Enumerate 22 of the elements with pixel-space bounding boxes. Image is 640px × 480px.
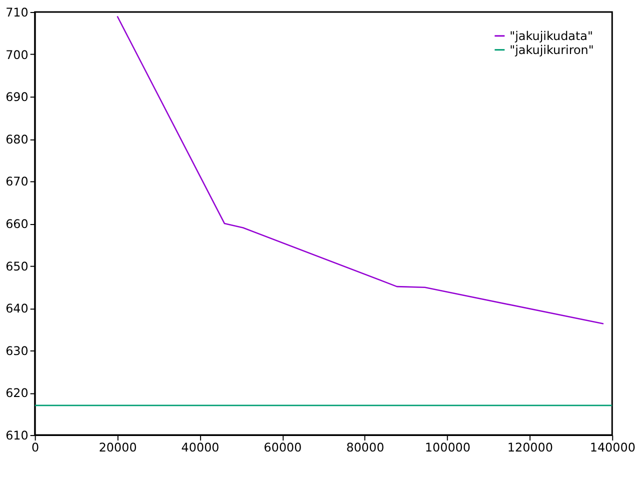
y-tick-label: 660 xyxy=(6,217,28,232)
y-tick-label: 680 xyxy=(6,132,28,146)
x-tick-label: 80000 xyxy=(346,440,384,454)
x-tick-label: 40000 xyxy=(181,440,220,454)
y-tick-label: 650 xyxy=(6,259,28,274)
x-tick-label: 120000 xyxy=(507,440,553,454)
x-tick-label: 20000 xyxy=(98,440,137,454)
y-tick-label: 690 xyxy=(6,90,28,104)
line-series xyxy=(116,16,604,324)
y-tick-label: 710 xyxy=(6,6,28,20)
y-tick-label: 670 xyxy=(6,174,28,189)
legend-label: "jakujikudata" xyxy=(510,28,593,43)
y-tick-label: 640 xyxy=(6,302,28,316)
x-tick-label: 60000 xyxy=(264,440,302,454)
y-tick-label: 630 xyxy=(6,344,28,358)
legend-label: "jakujikuriron" xyxy=(510,42,594,57)
x-tick-label: 140000 xyxy=(590,440,636,454)
y-tick-label: 610 xyxy=(6,428,28,443)
y-tick-label: 620 xyxy=(6,386,28,400)
x-tick-label: 0 xyxy=(32,440,40,454)
y-tick-label: 700 xyxy=(6,48,28,62)
x-tick-label: 100000 xyxy=(424,440,470,454)
